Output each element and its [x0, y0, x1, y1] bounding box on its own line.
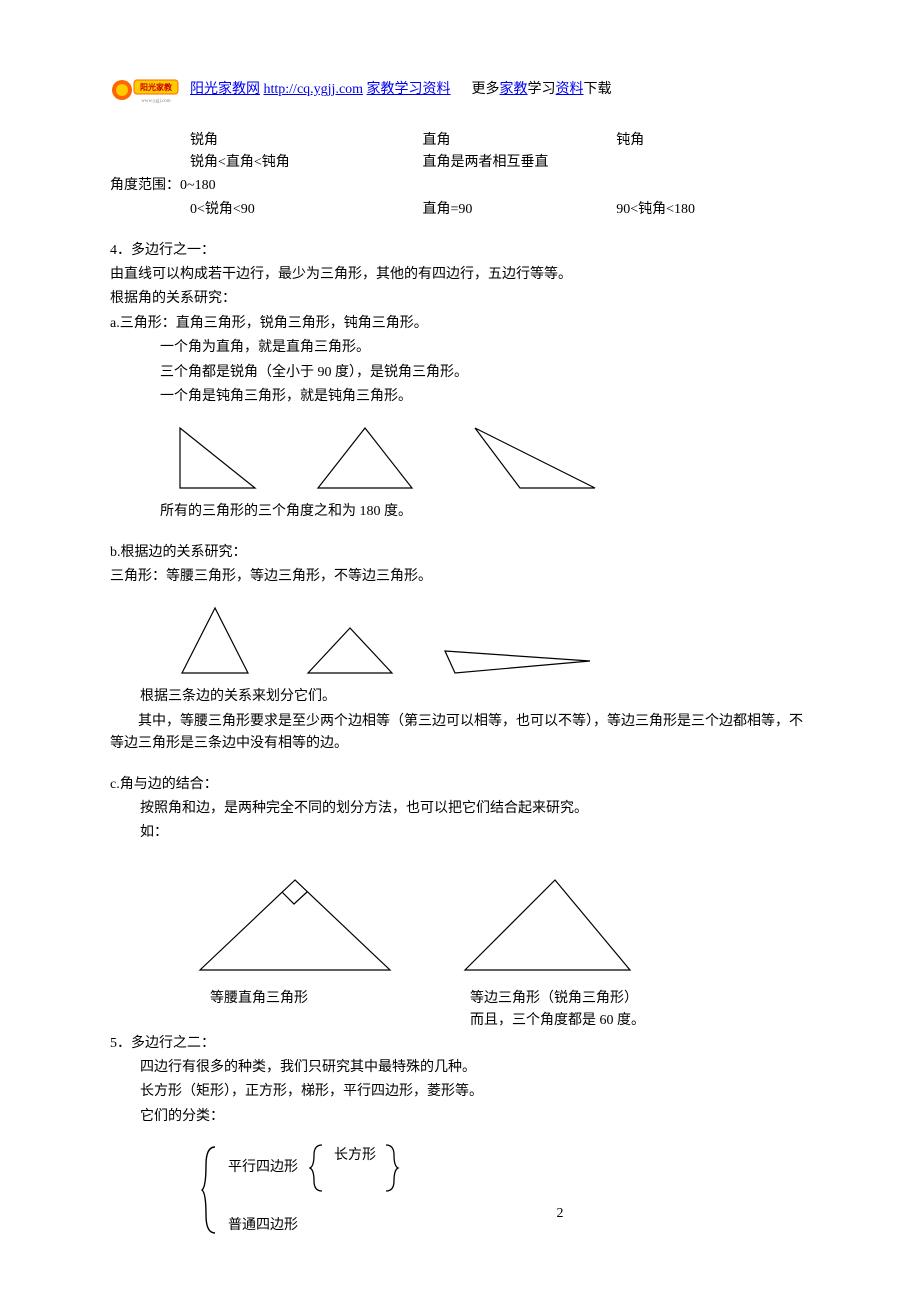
s4-b-l1: 三角形：等腰三角形，等边三角形，不等边三角形。 [110, 566, 810, 588]
s4-b-title: b.根据边的关系研究： [110, 542, 810, 564]
caption2-block: 等边三角形（锐角三角形） 而且，三个角度都是 60 度。 [470, 988, 730, 1033]
parallelogram-label: 平行四边形 [228, 1157, 298, 1179]
left-brace-icon [200, 1145, 220, 1235]
obtuse-range: 90<钝角<180 [616, 199, 810, 221]
brace-content: 平行四边形 长方形 普通四边形 [228, 1143, 400, 1237]
isoceles-right-triangle-icon [190, 870, 400, 980]
caption1: 等腰直角三角形 [210, 988, 470, 1033]
inner-right-brace-icon [382, 1143, 400, 1193]
svg-text:阳光家教: 阳光家教 [140, 82, 173, 92]
triangle-sides-row [170, 603, 810, 678]
s4-b-l2: 根据三条边的关系来划分它们。 [140, 686, 810, 708]
s4-a-l3: 一个角是钝角三角形，就是钝角三角形。 [160, 386, 810, 408]
desc1-link[interactable]: 家教学习资料 [367, 82, 451, 97]
desc2-prefix: 更多 [472, 82, 500, 97]
site-logo: 阳光家教 www.ygjj.com [110, 70, 180, 110]
equilateral-triangle-large-icon [450, 870, 640, 980]
caption-row: 等腰直角三角形 等边三角形（锐角三角形） 而且，三个角度都是 60 度。 [210, 988, 810, 1033]
combined-triangle-row [190, 870, 810, 980]
inner-left-brace-icon [308, 1143, 326, 1193]
triangle-types-row [170, 423, 810, 493]
s5-l2: 长方形（矩形），正方形，梯形，平行四边形，菱形等。 [140, 1081, 810, 1103]
angle-order: 锐角<直角<钝角 [190, 152, 423, 174]
angle-row1: 锐角 直角 钝角 [190, 130, 810, 152]
desc2-link2[interactable]: 资料 [556, 82, 584, 97]
s5-l1: 四边行有很多的种类，我们只研究其中最特殊的几种。 [140, 1057, 810, 1079]
rectangle-label: 长方形 [334, 1145, 376, 1167]
svg-text:www.ygjj.com: www.ygjj.com [141, 99, 171, 104]
s4-line1: 由直线可以构成若干边行，最少为三角形，其他的有四边行，五边行等等。 [110, 264, 810, 286]
page-header: 阳光家教 www.ygjj.com 阳光家教网 http://cq.ygjj.c… [110, 70, 810, 110]
section5-title: 5．多边行之二： [110, 1033, 810, 1055]
acute-triangle-icon [310, 423, 420, 493]
angle-perp: 直角是两者相互垂直 [423, 152, 617, 174]
desc2-suffix: 下载 [584, 82, 612, 97]
s4-a-title: a.三角形：直角三角形，锐角三角形，钝角三角形。 [110, 313, 810, 335]
scalene-triangle-icon [440, 643, 600, 678]
s4-a-l2: 三个角都是锐角（全小于 90 度），是锐角三角形。 [160, 362, 810, 384]
angle-acute: 锐角 [190, 130, 423, 152]
s4-c-l2: 如： [140, 822, 810, 844]
caption3: 而且，三个角度都是 60 度。 [470, 1010, 730, 1032]
s5-l3: 它们的分类： [140, 1106, 810, 1128]
s4-c-l1: 按照角和边，是两种完全不同的划分方法，也可以把它们结合起来研究。 [140, 798, 810, 820]
s4-c-title: c.角与边的结合： [110, 774, 810, 796]
site-url-link[interactable]: http://cq.ygjj.com [264, 82, 364, 97]
angle-row2: 锐角<直角<钝角 直角是两者相互垂直 [190, 152, 810, 174]
brace-row1: 平行四边形 长方形 [228, 1143, 400, 1193]
desc2-mid: 学习 [528, 82, 556, 97]
header-text: 阳光家教网 http://cq.ygjj.com 家教学习资料 更多家教学习资料… [190, 79, 612, 101]
equilateral-triangle-icon [300, 623, 400, 678]
s4-line2: 根据角的关系研究： [110, 288, 810, 310]
angle-range: 角度范围：0~180 [110, 175, 810, 197]
s4-a-l1: 一个角为直角，就是直角三角形。 [160, 337, 810, 359]
obtuse-triangle-icon [470, 423, 600, 493]
caption2: 等边三角形（锐角三角形） [470, 988, 730, 1010]
angle-obtuse: 钝角 [616, 130, 810, 152]
right-range: 直角=90 [423, 199, 617, 221]
s4-a-sum: 所有的三角形的三个角度之和为 180 度。 [160, 501, 810, 523]
angle-right: 直角 [423, 130, 617, 152]
desc2-link1[interactable]: 家教 [500, 82, 528, 97]
acute-range: 0<锐角<90 [190, 199, 423, 221]
ordinary-quad-label: 普通四边形 [228, 1215, 400, 1237]
angle-row3: 0<锐角<90 直角=90 90<钝角<180 [190, 199, 810, 221]
s4-b-l3: 其中，等腰三角形要求是至少两个边相等（第三边可以相等，也可以不等），等边三角形是… [110, 711, 810, 756]
site-name-link[interactable]: 阳光家教网 [190, 82, 260, 97]
isoceles-triangle-icon [170, 603, 260, 678]
section4-title: 4．多边行之一： [110, 240, 810, 262]
right-triangle-icon [170, 423, 260, 493]
